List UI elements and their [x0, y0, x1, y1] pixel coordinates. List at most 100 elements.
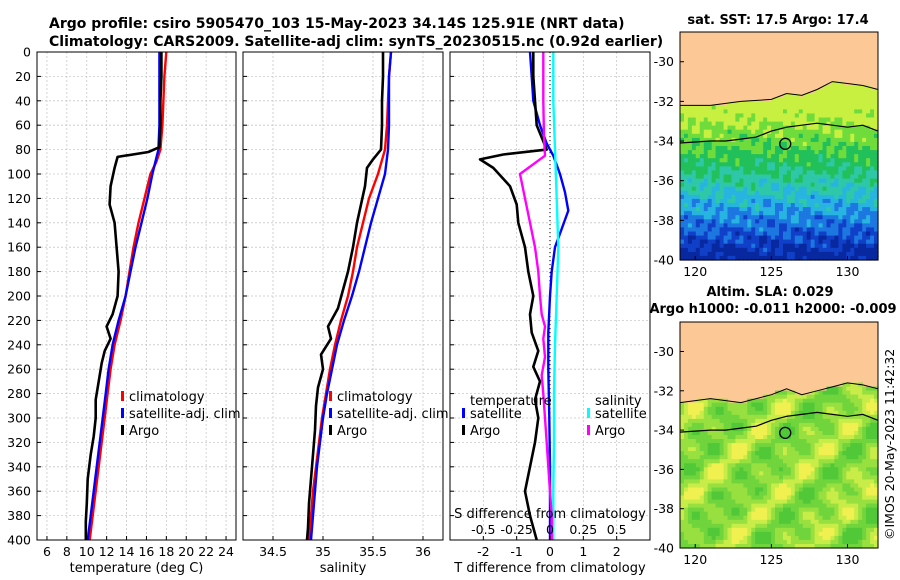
ocean-cell: [806, 414, 812, 420]
ocean-cell: [783, 531, 788, 537]
ocean-cell: [747, 483, 752, 488]
ocean-cell: [715, 495, 721, 501]
ocean-cell: [838, 129, 843, 135]
ocean-cell: [779, 129, 784, 135]
ocean-cell: [790, 223, 796, 229]
ocean-cell: [751, 105, 756, 110]
ocean-cell: [747, 515, 752, 521]
ocean-cell: [810, 443, 816, 448]
ocean-cell: [794, 203, 800, 208]
ocean-cell: [794, 158, 800, 163]
ocean-cell: [703, 235, 709, 241]
ocean-cell: [858, 162, 863, 167]
ocean-cell: [743, 495, 748, 501]
ocean-cell: [727, 503, 733, 509]
ocean-cell: [715, 531, 721, 537]
ocean-cell: [739, 507, 744, 513]
ocean-cell: [822, 227, 828, 233]
ocean-cell: [687, 255, 693, 261]
ocean-cell: [838, 435, 843, 440]
ocean-cell: [779, 523, 784, 529]
ocean-cell: [779, 113, 784, 119]
ocean-cell: [790, 129, 796, 135]
ocean-cell: [834, 386, 839, 392]
ocean-cell: [802, 479, 808, 484]
ocean-cell: [794, 215, 800, 220]
ocean-cell: [751, 174, 756, 180]
ocean-cell: [727, 443, 733, 448]
ocean-cell: [834, 231, 839, 237]
ocean-cell: [850, 386, 855, 392]
ocean-cell: [723, 194, 729, 200]
ocean-cell: [747, 133, 752, 139]
ocean-cell: [830, 539, 836, 545]
ocean-cell: [691, 483, 697, 488]
ocean-cell: [763, 198, 768, 204]
ocean-cell: [842, 174, 847, 180]
ocean-cell: [790, 247, 796, 253]
ocean-cell: [691, 239, 697, 245]
ocean-cell: [779, 503, 784, 509]
ocean-cell: [727, 105, 733, 110]
ocean-cell: [755, 178, 760, 184]
ocean-cell: [684, 463, 689, 468]
ocean-cell: [870, 519, 875, 525]
ocean-cell: [763, 203, 768, 208]
ocean-cell: [759, 174, 764, 180]
ocean-cell: [802, 190, 808, 196]
ocean-cell: [691, 418, 697, 424]
ocean-cell: [798, 97, 804, 102]
ocean-cell: [783, 211, 788, 216]
ocean-cell: [751, 544, 756, 549]
ocean-cell: [707, 435, 713, 440]
argo-position-marker: [779, 426, 792, 439]
ocean-cell: [699, 479, 705, 484]
lat-tick-label: -36: [654, 462, 674, 477]
ocean-cell: [870, 459, 875, 464]
ocean-cell: [695, 133, 701, 139]
ocean-cell: [739, 203, 744, 208]
ocean-cell: [684, 451, 689, 456]
ocean-cell: [790, 495, 796, 501]
ocean-cell: [747, 491, 752, 497]
ocean-cell: [834, 503, 839, 509]
ocean-cell: [691, 251, 697, 257]
ocean-cell: [870, 390, 875, 396]
ocean-cell: [759, 515, 764, 521]
ocean-cell: [806, 239, 812, 245]
ocean-cell: [735, 406, 740, 412]
ocean-cell: [818, 471, 824, 476]
ocean-cell: [699, 125, 705, 131]
ocean-cell: [874, 219, 879, 224]
ocean-cell: [794, 435, 800, 440]
ocean-cell: [739, 426, 744, 432]
ocean-cell: [680, 251, 685, 257]
legend-label: satellite: [470, 407, 522, 422]
ocean-cell: [814, 239, 820, 245]
ocean-cell: [830, 515, 836, 521]
ocean-cell: [866, 426, 871, 432]
ocean-cell: [826, 386, 832, 392]
ocean-cell: [735, 125, 740, 131]
ocean-cell: [695, 515, 701, 521]
ocean-cell: [826, 137, 832, 143]
ocean-cell: [731, 211, 737, 216]
ocean-cell: [838, 101, 843, 106]
ocean-cell: [854, 491, 859, 497]
ocean-cell: [846, 503, 851, 509]
ocean-cell: [866, 435, 871, 440]
ocean-cell: [767, 211, 772, 216]
ocean-cell: [834, 535, 839, 541]
ocean-cell: [743, 451, 748, 456]
ocean-cell: [842, 455, 847, 460]
ocean-cell: [850, 519, 855, 525]
ocean-cell: [862, 455, 867, 460]
ocean-cell: [866, 390, 871, 396]
ocean-cell: [870, 186, 875, 192]
ocean-cell: [874, 503, 879, 509]
ocean-cell: [826, 422, 832, 428]
ocean-cell: [786, 186, 792, 192]
ocean-cell: [830, 154, 836, 159]
coastline: [680, 81, 879, 106]
ocean-cell: [739, 109, 744, 115]
